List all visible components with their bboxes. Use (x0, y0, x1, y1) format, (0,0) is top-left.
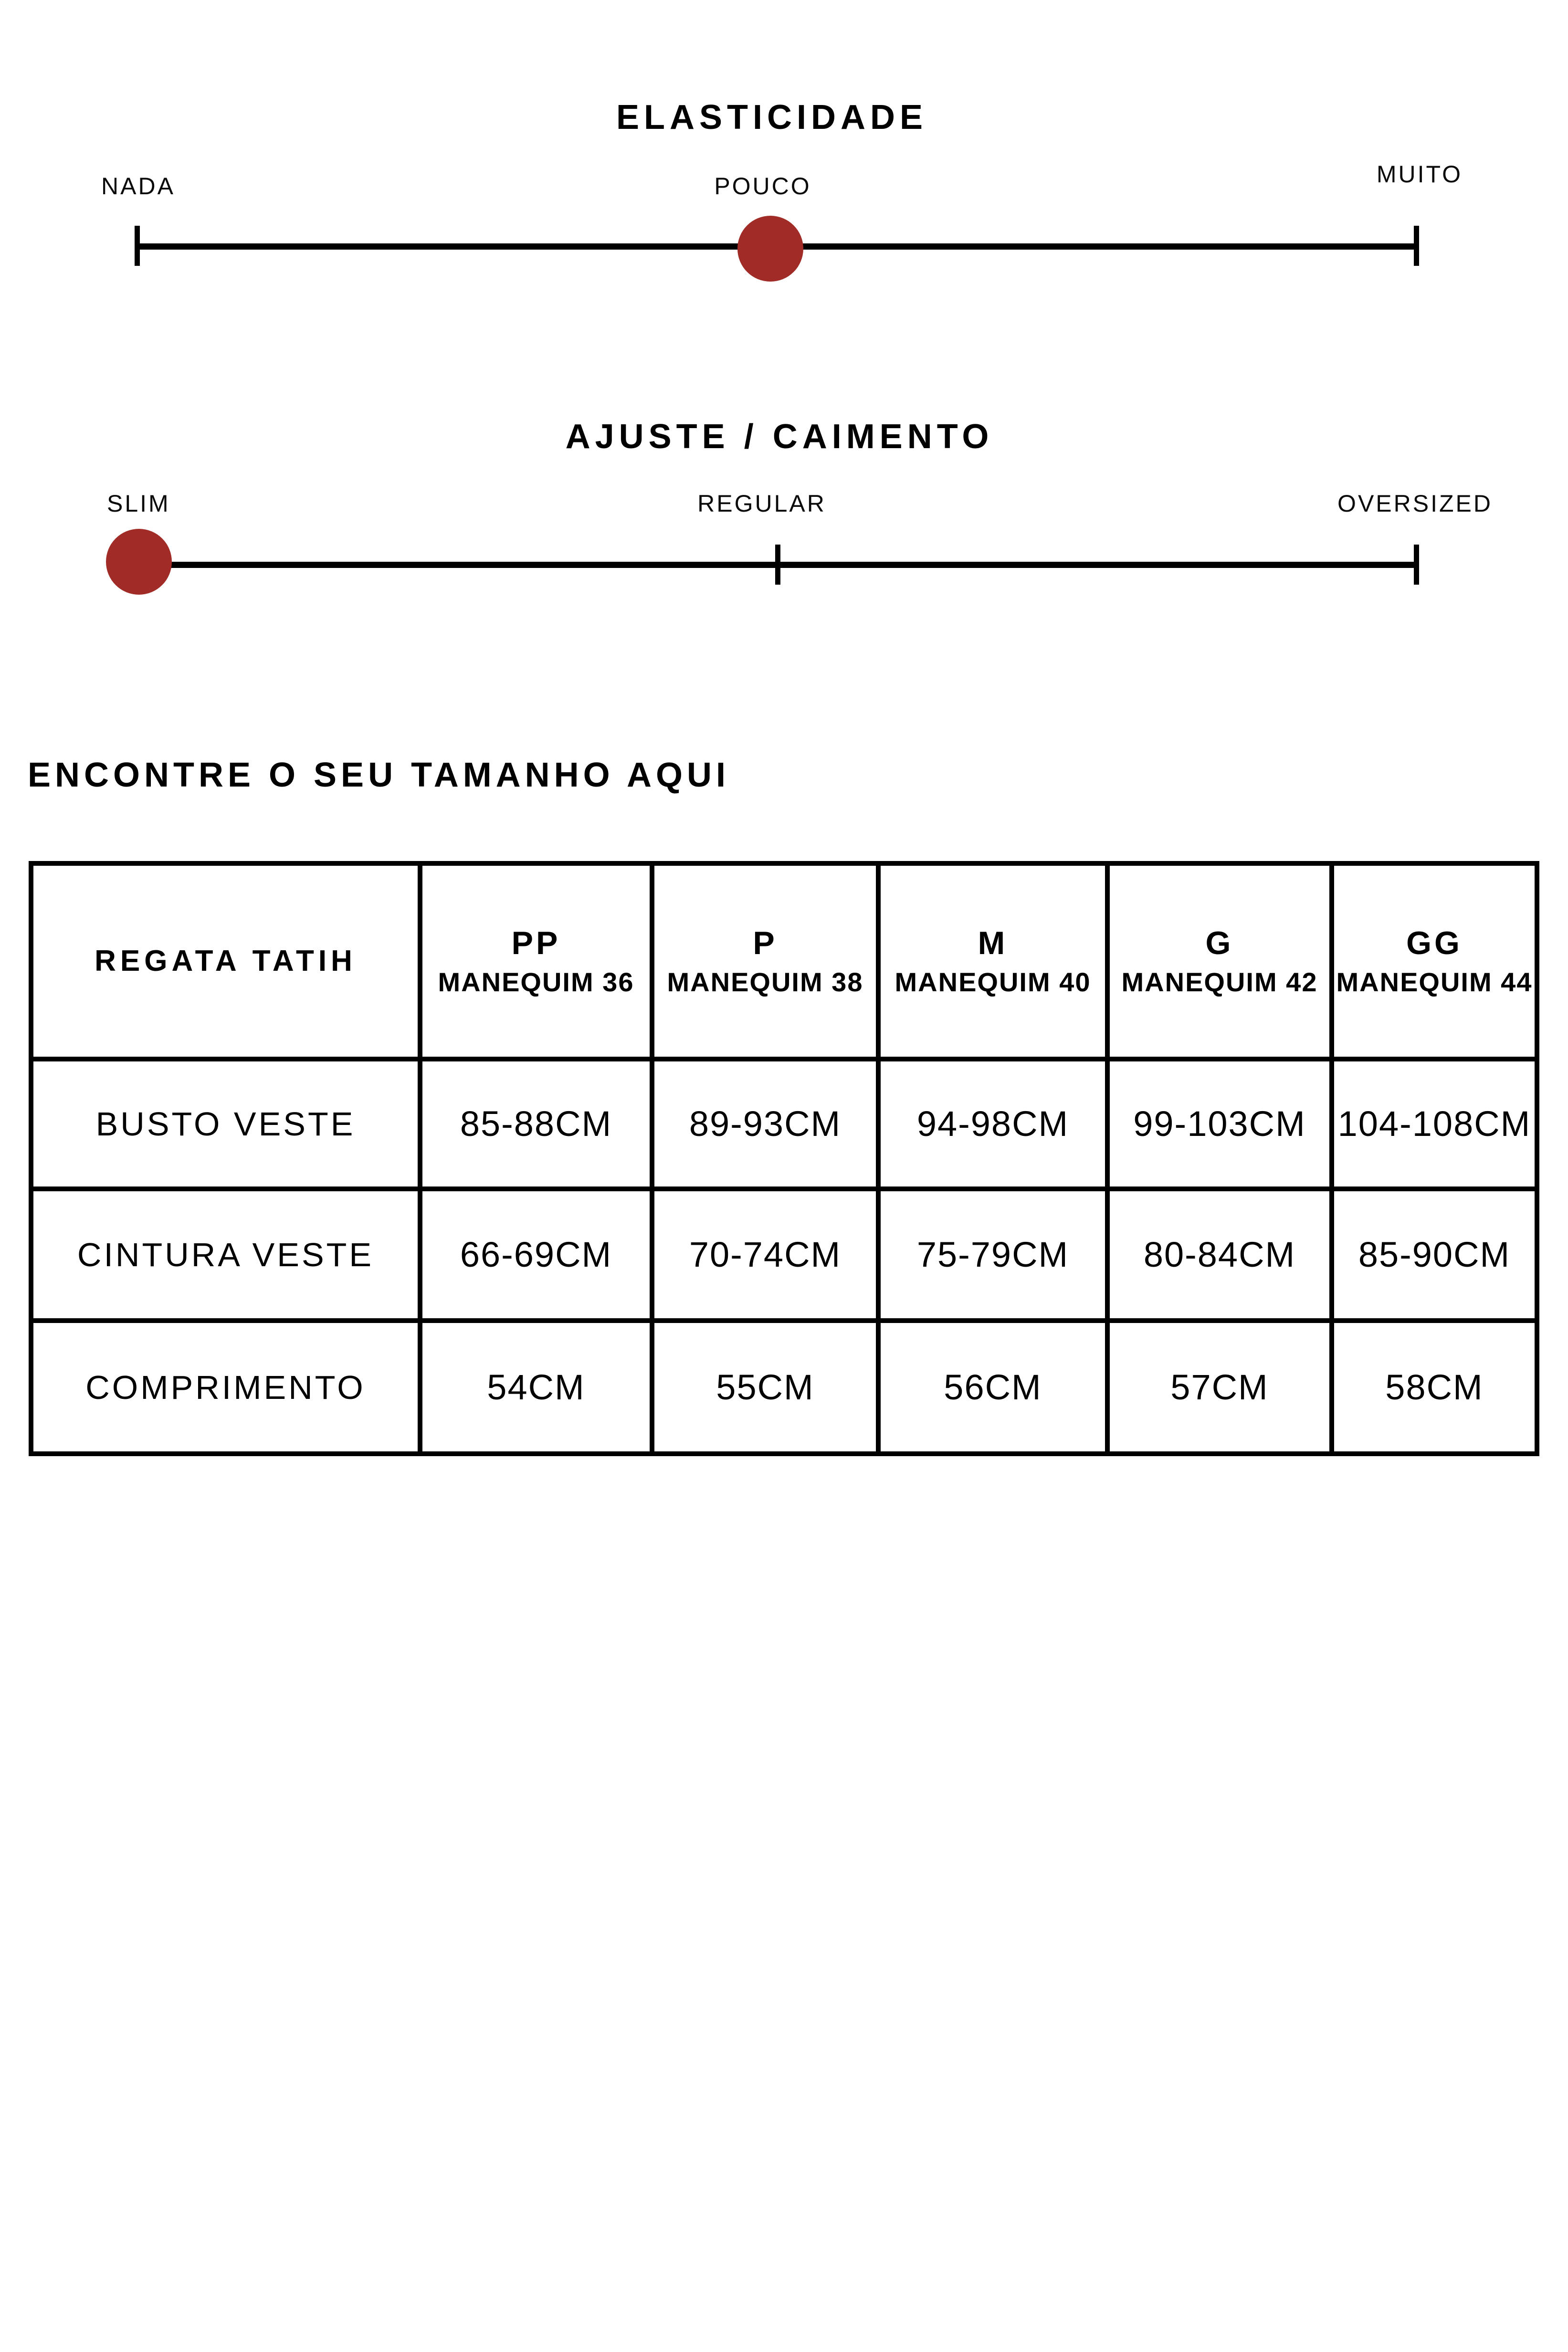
mannequin-label: MANEQUIM 42 (1121, 967, 1318, 997)
table-cell: 85-88CM (422, 1061, 654, 1186)
row-label-cell: BUSTO VESTE (33, 1061, 422, 1186)
measurement-value: 85-88CM (460, 1104, 612, 1144)
table-cell: 56CM (881, 1323, 1110, 1451)
measurement-value: 56CM (944, 1367, 1042, 1407)
table-cell: 75-79CM (881, 1191, 1110, 1318)
size-code: G (1205, 925, 1234, 961)
measurement-value: 57CM (1170, 1367, 1269, 1407)
row-label: CINTURA VESTE (77, 1236, 374, 1273)
elasticity-label-pouco: POUCO (714, 173, 811, 200)
size-column-header-pp: PP MANEQUIM 36 (422, 866, 654, 1057)
fit-label-regular: REGULAR (697, 490, 826, 517)
measurement-value: 99-103CM (1133, 1104, 1306, 1144)
elasticity-right-tick (1414, 226, 1419, 266)
table-cell: 55CM (654, 1323, 881, 1451)
elasticity-title: ELASTICIDADE (616, 98, 928, 136)
mannequin-label: MANEQUIM 44 (1336, 967, 1533, 997)
measurement-value: 104-108CM (1337, 1104, 1531, 1144)
table-cell: 99-103CM (1110, 1061, 1334, 1186)
mannequin-label: MANEQUIM 40 (894, 967, 1091, 997)
measurement-value: 66-69CM (460, 1235, 612, 1274)
table-cell: 57CM (1110, 1323, 1334, 1451)
elasticity-label-muito: MUITO (1376, 161, 1463, 188)
fit-title: AJUSTE / CAIMENTO (565, 418, 994, 456)
size-code: GG (1406, 925, 1463, 961)
table-cell: 54CM (422, 1323, 654, 1451)
table-cell: 89-93CM (654, 1061, 881, 1186)
measurement-value: 55CM (716, 1367, 814, 1407)
measurement-value: 54CM (487, 1367, 585, 1407)
measurement-value: 70-74CM (689, 1235, 842, 1274)
product-name-cell: REGATA TATIH (33, 866, 422, 1057)
elasticity-label-nada: NADA (101, 173, 175, 200)
row-label-cell: COMPRIMENTO (33, 1323, 422, 1451)
mannequin-label: MANEQUIM 38 (667, 967, 863, 997)
size-guide-heading: ENCONTRE O SEU TAMANHO AQUI (28, 756, 730, 794)
table-row-comprimento: COMPRIMENTO 54CM 55CM 56CM 57CM 58CM (33, 1323, 1535, 1451)
size-code: P (753, 925, 778, 961)
row-label-cell: CINTURA VESTE (33, 1191, 422, 1318)
mannequin-label: MANEQUIM 36 (438, 967, 634, 997)
measurement-value: 75-79CM (916, 1235, 1069, 1274)
table-row-cintura: CINTURA VESTE 66-69CM 70-74CM 75-79CM 80… (33, 1191, 1535, 1323)
measurement-value: 80-84CM (1143, 1235, 1296, 1274)
fit-label-slim: SLIM (107, 490, 170, 517)
size-column-header-g: G MANEQUIM 42 (1110, 866, 1334, 1057)
product-name: REGATA TATIH (95, 945, 357, 977)
measurement-value: 85-90CM (1358, 1235, 1511, 1274)
table-cell: 58CM (1334, 1323, 1535, 1451)
measurement-value: 94-98CM (916, 1104, 1069, 1144)
size-code: PP (511, 925, 561, 961)
measurement-value: 58CM (1385, 1367, 1484, 1407)
table-cell: 66-69CM (422, 1191, 654, 1318)
table-cell: 70-74CM (654, 1191, 881, 1318)
row-label: BUSTO VESTE (95, 1105, 356, 1143)
table-row-busto: BUSTO VESTE 85-88CM 89-93CM 94-98CM 99-1… (33, 1061, 1535, 1191)
table-header-row: REGATA TATIH PP MANEQUIM 36 P MANEQUIM 3… (33, 866, 1535, 1061)
table-cell: 94-98CM (881, 1061, 1110, 1186)
table-cell: 85-90CM (1334, 1191, 1535, 1318)
fit-right-tick (1414, 545, 1419, 585)
fit-center-tick (775, 545, 780, 585)
size-table: REGATA TATIH PP MANEQUIM 36 P MANEQUIM 3… (29, 861, 1539, 1456)
table-cell: 104-108CM (1334, 1061, 1535, 1186)
size-column-header-gg: GG MANEQUIM 44 (1334, 866, 1535, 1057)
fit-label-oversized: OVERSIZED (1337, 490, 1493, 517)
size-column-header-p: P MANEQUIM 38 (654, 866, 881, 1057)
table-cell: 80-84CM (1110, 1191, 1334, 1318)
elasticity-marker-dot (737, 216, 803, 282)
size-code: M (978, 925, 1008, 961)
measurement-value: 89-93CM (689, 1104, 842, 1144)
size-column-header-m: M MANEQUIM 40 (881, 866, 1110, 1057)
fit-marker-dot (106, 529, 172, 595)
elasticity-left-tick (135, 226, 140, 266)
row-label: COMPRIMENTO (85, 1368, 366, 1406)
